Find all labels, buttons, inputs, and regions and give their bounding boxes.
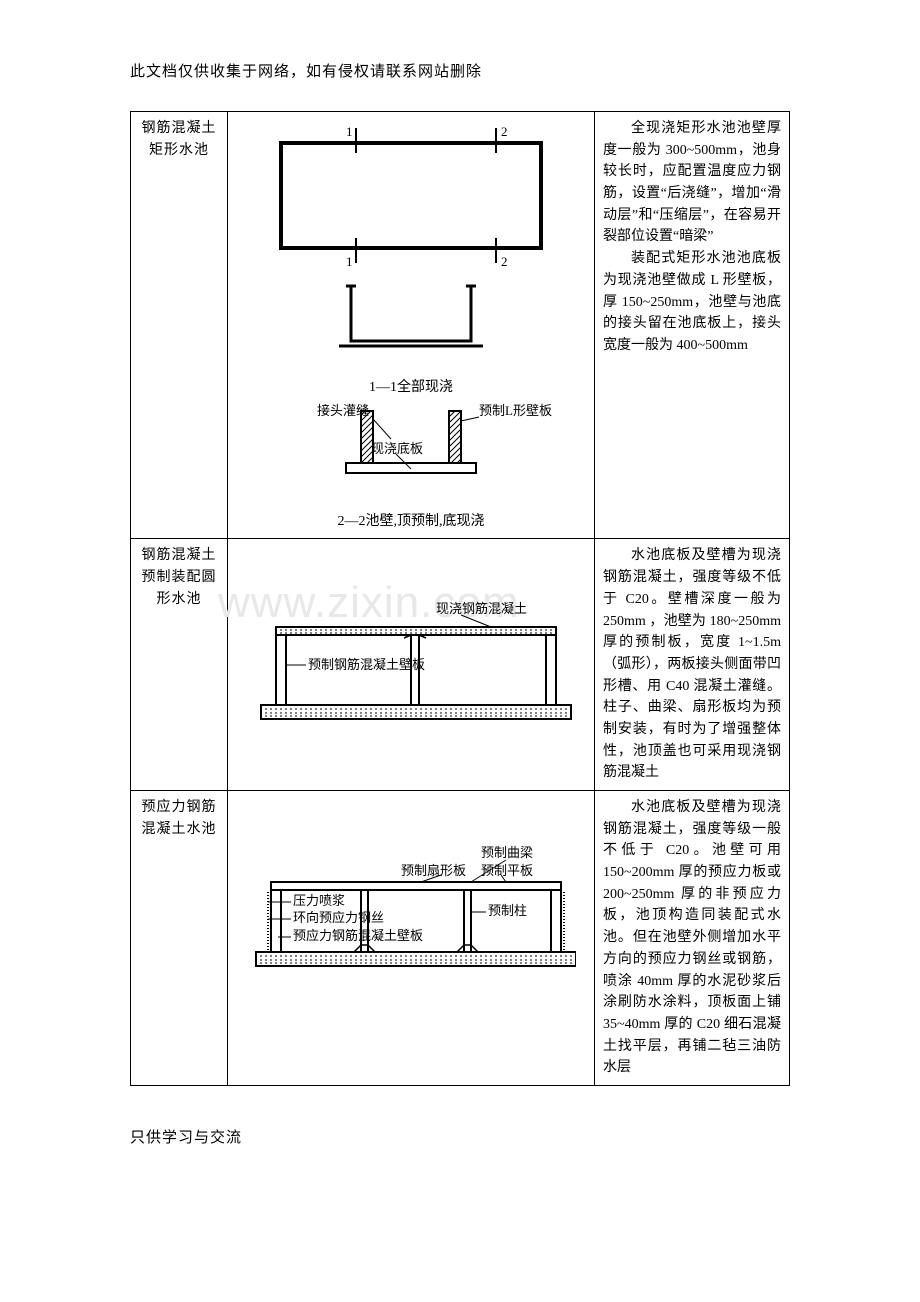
row-title: 钢筋混凝土矩形水池 [131,112,228,539]
caption-1-1: 1—1全部现浇 [236,377,586,399]
diagram-circle-pool: 现浇钢筋混凝土 预制钢筋混凝土壁板 [236,545,586,743]
section-2-2-svg: 接头灌缝 预制L形壁板 现浇底板 [251,399,571,499]
prestress-wall-label: 预应力钢筋混凝土壁板 [293,928,423,943]
desc-para: 全现浇矩形水池池壁厚度一般为 300~500mm，池身较长时，应配置温度应力钢筋… [603,118,781,248]
precast-wall-label: 预制钢筋混凝土壁板 [308,657,425,672]
diagram-cell: www.zixin.com [228,539,595,791]
precast-column-label: 预制柱 [488,903,527,918]
curved-beam-label: 预制曲梁 [481,845,533,860]
diagram-rect-pool: 1 1 2 2 [236,118,586,532]
header-note: 此文档仅供收集于网络，如有侵权请联系网站删除 [130,60,790,81]
table-row: 钢筋混凝土预制装配圆形水池 www.zixin.com [131,539,790,791]
fan-slab-label: 预制扇形板 [401,863,466,878]
cast-bottom-label: 现浇底板 [371,441,423,456]
main-table: 钢筋混凝土矩形水池 1 1 2 2 [130,111,790,1086]
footer-note: 只供学习与交流 [130,1126,790,1147]
hoop-wire-label: 环向预应力钢丝 [293,910,384,925]
description-cell: 全现浇矩形水池池壁厚度一般为 300~500mm，池身较长时，应配置温度应力钢筋… [595,112,790,539]
cast-rc-label: 现浇钢筋混凝土 [436,601,527,616]
precast-l-label-1: 预制L形壁板 [479,403,552,418]
diagram-cell: 预制曲梁 预制扇形板 预制平板 压力喷浆 环向预应力钢丝 预应力钢筋混凝土壁板 [228,791,595,1086]
desc-para: 装配式矩形水池池底板为现浇池壁做成 L 形壁板，厚 150~250mm，池壁与池… [603,248,781,356]
desc-para: 水池底板及壁槽为现浇钢筋混凝土，强度等级一般不低于 C20。池壁可用 150~2… [603,797,781,1079]
plan-view-svg: 1 1 2 2 [261,118,561,268]
desc-para: 水池底板及壁槽为现浇钢筋混凝土，强度等级不低于 C20。壁槽深度一般为 250m… [603,545,781,784]
flat-slab-label: 预制平板 [481,863,533,878]
document-page: 此文档仅供收集于网络，如有侵权请联系网站删除 钢筋混凝土矩形水池 1 1 [0,0,920,1187]
description-cell: 水池底板及壁槽为现浇钢筋混凝土，强度等级不低于 C20。壁槽深度一般为 250m… [595,539,790,791]
diagram-prestress-pool: 预制曲梁 预制扇形板 预制平板 压力喷浆 环向预应力钢丝 预应力钢筋混凝土壁板 [236,797,586,995]
diagram-cell: 1 1 2 2 [228,112,595,539]
description-cell: 水池底板及壁槽为现浇钢筋混凝土，强度等级一般不低于 C20。池壁可用 150~2… [595,791,790,1086]
prestress-section-svg: 预制曲梁 预制扇形板 预制平板 压力喷浆 环向预应力钢丝 预应力钢筋混凝土壁板 [246,797,576,987]
section1-bot-label: 1 [346,254,353,268]
table-row: 钢筋混凝土矩形水池 1 1 2 2 [131,112,790,539]
circle-section-svg: 现浇钢筋混凝土 预制钢筋混凝土壁板 [246,545,576,735]
section-1-1-svg [261,276,561,366]
table-row: 预应力钢筋混凝土水池 [131,791,790,1086]
section2-bot-label: 2 [501,254,508,268]
row-title: 预应力钢筋混凝土水池 [131,791,228,1086]
pressure-grout-label: 压力喷浆 [293,893,345,908]
section1-top-label: 1 [346,124,353,139]
row-title: 钢筋混凝土预制装配圆形水池 [131,539,228,791]
section2-top-label: 2 [501,124,508,139]
caption-2-2: 2—2池壁,顶预制,底现浇 [236,511,586,533]
joint-grout-label: 接头灌缝 [317,403,369,418]
